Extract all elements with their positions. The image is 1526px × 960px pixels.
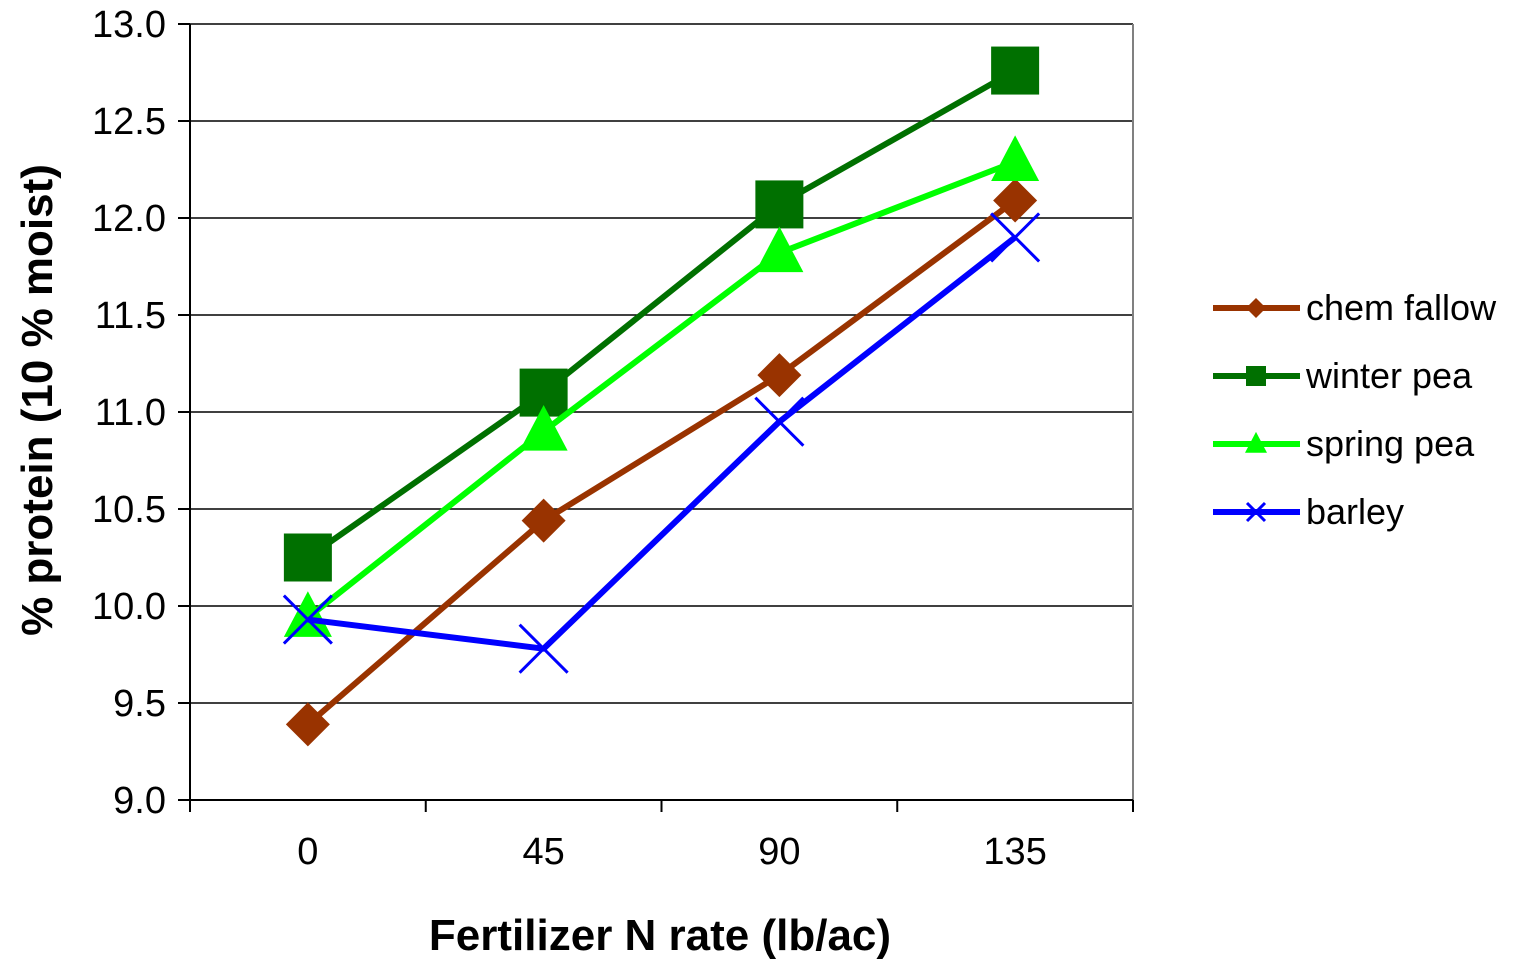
x-axis-title: Fertilizer N rate (lb/ac) — [429, 911, 891, 960]
legend-label: chem fallow — [1306, 287, 1497, 328]
series-layer — [282, 46, 1041, 747]
y-tick-label: 10.5 — [92, 489, 166, 531]
legend-item: chem fallow — [1213, 287, 1497, 328]
data-point — [990, 212, 1041, 263]
legend-label: winter pea — [1305, 355, 1473, 396]
y-tick-label: 9.5 — [113, 683, 166, 725]
legend-item: barley — [1213, 491, 1404, 532]
y-tick-label: 12.0 — [92, 198, 166, 240]
legend-swatch-marker — [1246, 298, 1266, 318]
data-point — [518, 623, 569, 674]
legend: chem fallow winter pea spring pea barley — [1213, 287, 1497, 532]
x-tick-label: 0 — [297, 831, 318, 873]
data-point — [757, 353, 802, 398]
legend-label: barley — [1306, 491, 1404, 532]
x-tick-label: 45 — [522, 831, 564, 873]
series-line — [307, 235, 1017, 652]
y-axis-title: % protein (10 % moist) — [13, 164, 62, 636]
series-chem-fallow — [285, 178, 1038, 747]
y-tick-label: 10.0 — [92, 586, 166, 628]
series-winter-pea — [283, 46, 1040, 582]
legend-swatch-marker — [1245, 501, 1267, 523]
data-point — [993, 178, 1038, 223]
x-tick-label: 90 — [758, 831, 800, 873]
legend-item: winter pea — [1213, 355, 1473, 396]
legend-label: spring pea — [1306, 423, 1475, 464]
legend-item: spring pea — [1213, 423, 1475, 464]
x-tick-label: 135 — [983, 831, 1046, 873]
legend-swatch-marker — [1245, 431, 1267, 453]
data-point — [283, 591, 332, 637]
data-point — [282, 594, 333, 645]
gridlines — [190, 23, 1133, 801]
series-barley — [282, 212, 1041, 674]
data-point — [991, 46, 1040, 95]
y-tick-label: 13.0 — [92, 4, 166, 46]
data-point — [754, 396, 805, 447]
data-point — [283, 533, 332, 582]
data-point — [755, 180, 804, 229]
data-point — [521, 498, 566, 543]
data-point — [755, 226, 804, 273]
data-point — [991, 135, 1040, 181]
data-point — [285, 702, 330, 747]
series-line — [305, 198, 1017, 727]
series-spring-pea — [283, 135, 1040, 637]
y-tick-label: 12.5 — [92, 101, 166, 143]
series-line — [306, 67, 1017, 560]
legend-swatch-marker — [1246, 366, 1266, 386]
data-point — [519, 405, 568, 451]
y-tick-label: 11.0 — [95, 392, 166, 434]
y-tick-label: 9.0 — [113, 780, 166, 822]
axes — [178, 23, 1134, 812]
y-tick-label: 11.5 — [95, 295, 166, 337]
x-tick-labels: 0 45 90 135 — [297, 831, 1047, 873]
series-line — [306, 158, 1017, 620]
y-tick-labels: 9.0 9.5 10.0 10.5 11.0 11.5 12.0 12.5 13.0 — [92, 4, 166, 822]
